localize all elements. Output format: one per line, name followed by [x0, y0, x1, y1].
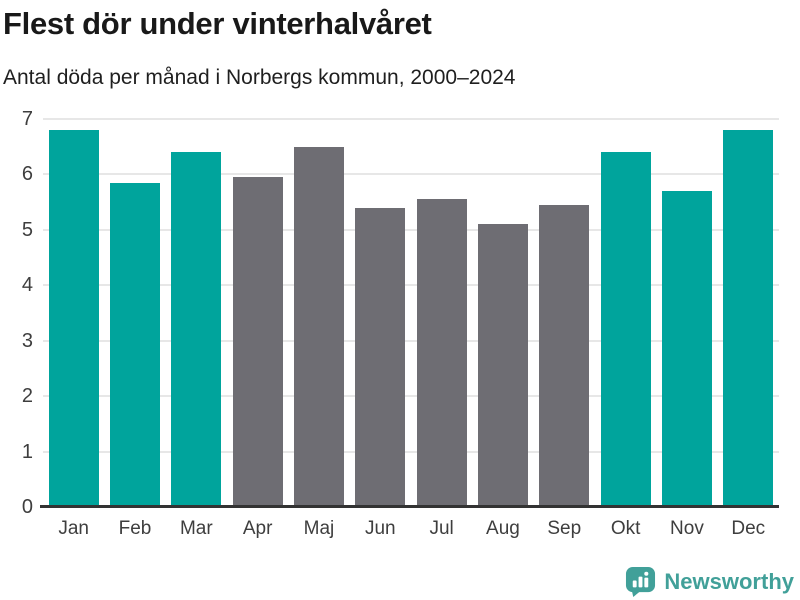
x-tick-label-dec: Dec — [731, 518, 766, 539]
x-tick-label-aug: Aug — [486, 518, 520, 539]
y-tick-label-6: 6 — [21, 163, 33, 186]
y-tick-label-5: 5 — [21, 218, 33, 241]
x-tick-label-jul: Jul — [429, 518, 454, 539]
bar-nov — [661, 191, 712, 507]
bar-slot-jul — [411, 119, 472, 507]
x-tick-label-okt: Okt — [610, 518, 641, 539]
bar-slot-okt — [595, 119, 656, 507]
bar-maj — [293, 146, 344, 507]
x-tick-label-jun: Jun — [364, 518, 396, 539]
x-tick-label-apr: Apr — [242, 518, 273, 539]
x-tick-label-maj: Maj — [303, 518, 335, 539]
x-axis-line — [40, 505, 779, 508]
y-tick-label-4: 4 — [21, 274, 33, 297]
gridline-4 — [43, 284, 779, 287]
x-tick-label-feb: Feb — [118, 518, 152, 539]
y-tick-label-1: 1 — [21, 440, 33, 463]
gridline-5 — [43, 228, 779, 231]
x-tick-label-sep: Sep — [547, 518, 582, 539]
plot-area — [40, 118, 779, 508]
bar-jul — [416, 199, 467, 507]
y-tick-label-2: 2 — [21, 385, 33, 408]
bar-jan — [48, 130, 99, 507]
y-tick-label-0: 0 — [21, 496, 33, 518]
chart-title: Flest dör under vinterhalvåret — [3, 6, 432, 41]
y-tick-label-3: 3 — [21, 329, 33, 352]
bar-okt — [600, 152, 651, 507]
gridline-2 — [43, 395, 779, 398]
gridline-3 — [43, 339, 779, 342]
bar-sep — [539, 204, 590, 507]
chart-subtitle: Antal döda per månad i Norbergs kommun, … — [3, 66, 516, 89]
gridline-1 — [43, 450, 779, 453]
bar-slot-feb — [104, 119, 165, 507]
x-axis-labels: Jan Feb Mar Apr Maj Jun Jul Aug Sep Okt Nov Dec — [43, 516, 779, 542]
y-axis-labels: 0 1 2 3 4 5 6 7 — [0, 108, 33, 518]
bar-slot-apr — [227, 119, 288, 507]
x-tick-label-mar: Mar — [179, 518, 213, 539]
bar-apr — [232, 177, 283, 507]
bar-slot-mar — [166, 119, 227, 507]
bar-jun — [355, 207, 406, 507]
bar-slot-dec — [718, 119, 779, 507]
bar-slot-maj — [288, 119, 349, 507]
bar-mar — [171, 152, 222, 507]
bar-dec — [723, 130, 774, 507]
bar-slot-aug — [472, 119, 533, 507]
gridline-6 — [43, 173, 779, 176]
bar-slot-jun — [350, 119, 411, 507]
bars-container — [43, 119, 779, 507]
bar-slot-sep — [534, 119, 595, 507]
y-tick-label-7: 7 — [21, 108, 33, 130]
bar-slot-jan — [43, 119, 104, 507]
bar-chart-speech-bubble-icon — [626, 566, 656, 597]
brand-footer: Newsworthy — [625, 566, 794, 597]
x-tick-label-nov: Nov — [670, 518, 704, 539]
bar-feb — [109, 182, 160, 507]
x-tick-label-jan: Jan — [58, 518, 89, 539]
gridline-7 — [43, 118, 779, 120]
bar-aug — [477, 224, 528, 507]
brand-name: Newsworthy — [664, 569, 794, 594]
bar-slot-nov — [656, 119, 717, 507]
